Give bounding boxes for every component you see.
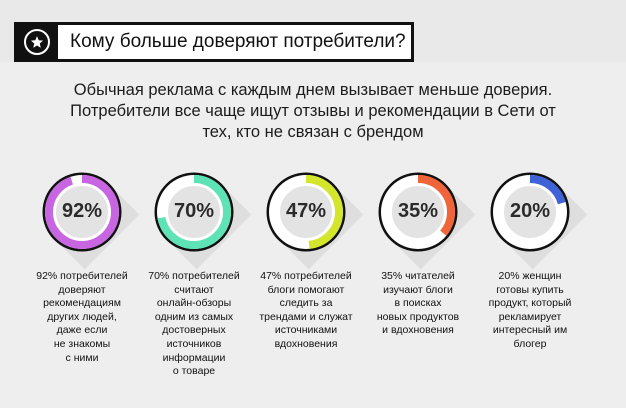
- gauge-1: 92%: [37, 160, 153, 280]
- gauge-svg: [266, 172, 364, 270]
- caption-line: новых продуктов: [376, 310, 460, 323]
- gauge-svg: [42, 172, 140, 270]
- gauge-inner: [502, 184, 558, 240]
- caption-line: доверяют: [58, 283, 106, 296]
- caption-line: источников: [166, 337, 222, 350]
- caption-line: информации: [162, 351, 226, 364]
- gauge-svg: [154, 172, 252, 270]
- gauge-inner: [278, 184, 334, 240]
- gauge-value-label: 92%: [61, 200, 103, 222]
- gauge-4: 35%: [373, 160, 489, 280]
- gauge-svg: [490, 172, 588, 270]
- caption-line: онлайн-обзоры: [156, 297, 232, 310]
- gauge-3: 47%: [261, 160, 377, 280]
- gauge-arc: [269, 175, 343, 249]
- caption-line: 20% женщин: [498, 270, 562, 282]
- gauge-5: 20%: [485, 160, 601, 280]
- caption-line: не знакомы: [53, 337, 111, 350]
- caption-line: 92% потребителей: [36, 270, 128, 282]
- caption-line: в поисках: [394, 297, 442, 310]
- caption-line: 70% потребителей: [148, 270, 240, 282]
- gauge-inner: [54, 184, 110, 240]
- gauge-inner: [390, 184, 446, 240]
- caption-line: следить за: [279, 297, 333, 310]
- caption-line: с ними: [65, 351, 99, 364]
- gauge-caption: 92% потребителей доверяют рекомендациям дру…: [27, 270, 137, 365]
- caption-line: 47% потребителей: [260, 270, 352, 282]
- gauge-svg: [378, 172, 476, 270]
- gauge-arc: [157, 175, 231, 249]
- star-badge: [16, 25, 58, 59]
- caption-line: 35% читателей: [381, 270, 455, 282]
- gauge-value-label: 47%: [285, 200, 327, 222]
- intro-line: Потребители все чаще ищут отзывы и реком…: [70, 102, 556, 120]
- gauge-arc: [45, 175, 119, 249]
- header-banner: Кому больше доверяют потребители?: [14, 22, 414, 62]
- gauge-value-label: 20%: [509, 200, 551, 222]
- intro-text: Обычная реклама с каждым днем вызывает м…: [30, 80, 596, 143]
- gauge-value-label: 70%: [173, 200, 215, 222]
- caption-line: продукт, который: [488, 297, 572, 310]
- caption-line: блогер: [513, 337, 547, 350]
- gauge-arc: [493, 175, 567, 249]
- caption-line: рекомендациям: [43, 297, 121, 310]
- gauge-caption: 47% потребителей блоги помогают следить за…: [251, 270, 361, 352]
- intro-line: тех, кто не связан с брендом: [202, 123, 424, 141]
- caption-line: рекламирует: [498, 310, 562, 323]
- caption-line: изучают блоги: [383, 283, 453, 296]
- gauge-2: 70%: [149, 160, 265, 280]
- intro-line: Обычная реклама с каждым днем вызывает м…: [73, 81, 553, 99]
- caption-line: готовы купить: [496, 283, 564, 296]
- gauge-chart: 92% 92% потребителей доверяют рекомендациям…: [0, 160, 626, 408]
- gauge-caption: 70% потребителей считают онлайн-обзоры одни…: [139, 270, 249, 379]
- caption-line: трендами и служат: [259, 310, 353, 323]
- page-title: Кому больше доверяют потребители?: [70, 31, 406, 52]
- caption-line: считают: [174, 283, 214, 296]
- caption-line: источниками: [274, 324, 338, 337]
- caption-line: других людей,: [47, 310, 117, 323]
- gauge-arc: [381, 175, 455, 249]
- caption-line: интересный им: [492, 324, 568, 337]
- caption-line: о товаре: [172, 365, 216, 378]
- star-icon: [30, 36, 44, 48]
- caption-line: даже если: [56, 324, 108, 337]
- caption-line: и вдохновения: [382, 324, 454, 337]
- caption-line: достоверных: [162, 324, 226, 337]
- caption-line: одним из самых: [154, 310, 234, 323]
- gauge-caption: 20% женщин готовы купить продукт, который р…: [475, 270, 585, 352]
- gauge-inner: [166, 184, 222, 240]
- gauge-caption: 35% читателей изучают блоги в поисках новых…: [363, 270, 473, 338]
- gauge-value-label: 35%: [397, 200, 439, 222]
- caption-line: вдохновения: [274, 337, 338, 350]
- caption-line: блоги помогают: [267, 283, 345, 296]
